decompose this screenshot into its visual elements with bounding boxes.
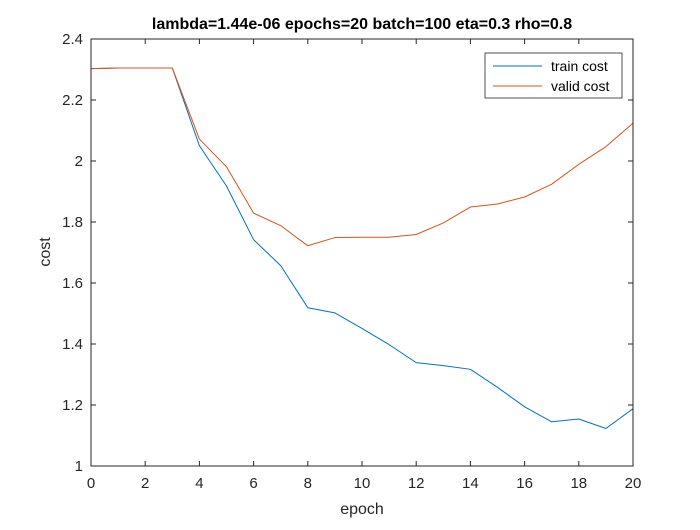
y-tick-label: 1.6 <box>62 275 83 292</box>
y-tick-label: 1.4 <box>62 336 83 353</box>
legend-box <box>484 52 623 99</box>
x-tick-label: 10 <box>354 475 371 492</box>
y-tick-label: 2.2 <box>62 92 83 109</box>
x-tick-label: 14 <box>462 475 479 492</box>
y-tick-label: 1.2 <box>62 397 83 414</box>
x-tick-label: 2 <box>141 475 149 492</box>
x-tick-label: 16 <box>516 475 533 492</box>
x-axis-label: epoch <box>340 501 384 518</box>
x-tick-label: 6 <box>249 475 257 492</box>
y-tick-label: 2.4 <box>62 31 83 48</box>
legend: train cost valid cost <box>484 52 623 99</box>
x-tick-label: 18 <box>570 475 587 492</box>
y-tick-label: 2 <box>75 153 83 170</box>
chart-title: lambda=1.44e-06 epochs=20 batch=100 eta=… <box>152 16 572 33</box>
y-tick-label: 1 <box>75 458 83 475</box>
x-tick-label: 0 <box>87 475 95 492</box>
legend-label-train-cost: train cost <box>551 58 608 74</box>
plot-area <box>91 39 633 466</box>
legend-label-valid-cost: valid cost <box>551 78 609 94</box>
x-tick-label: 8 <box>304 475 312 492</box>
series-line-train-cost <box>90 67 634 429</box>
x-tick-label: 12 <box>408 475 425 492</box>
x-tick-label: 20 <box>625 475 642 492</box>
y-axis-label: cost <box>37 237 54 267</box>
plot-frame <box>90 38 634 467</box>
series-layer <box>90 67 634 429</box>
ticks-layer: 0 2 4 6 8 10 12 14 16 18 20 1 1.2 1.4 1.6 1.8 2 2.2 2.4 <box>62 31 641 492</box>
y-tick-label: 1.8 <box>62 214 83 231</box>
x-tick-label: 4 <box>195 475 203 492</box>
series-line-valid-cost <box>90 67 634 247</box>
